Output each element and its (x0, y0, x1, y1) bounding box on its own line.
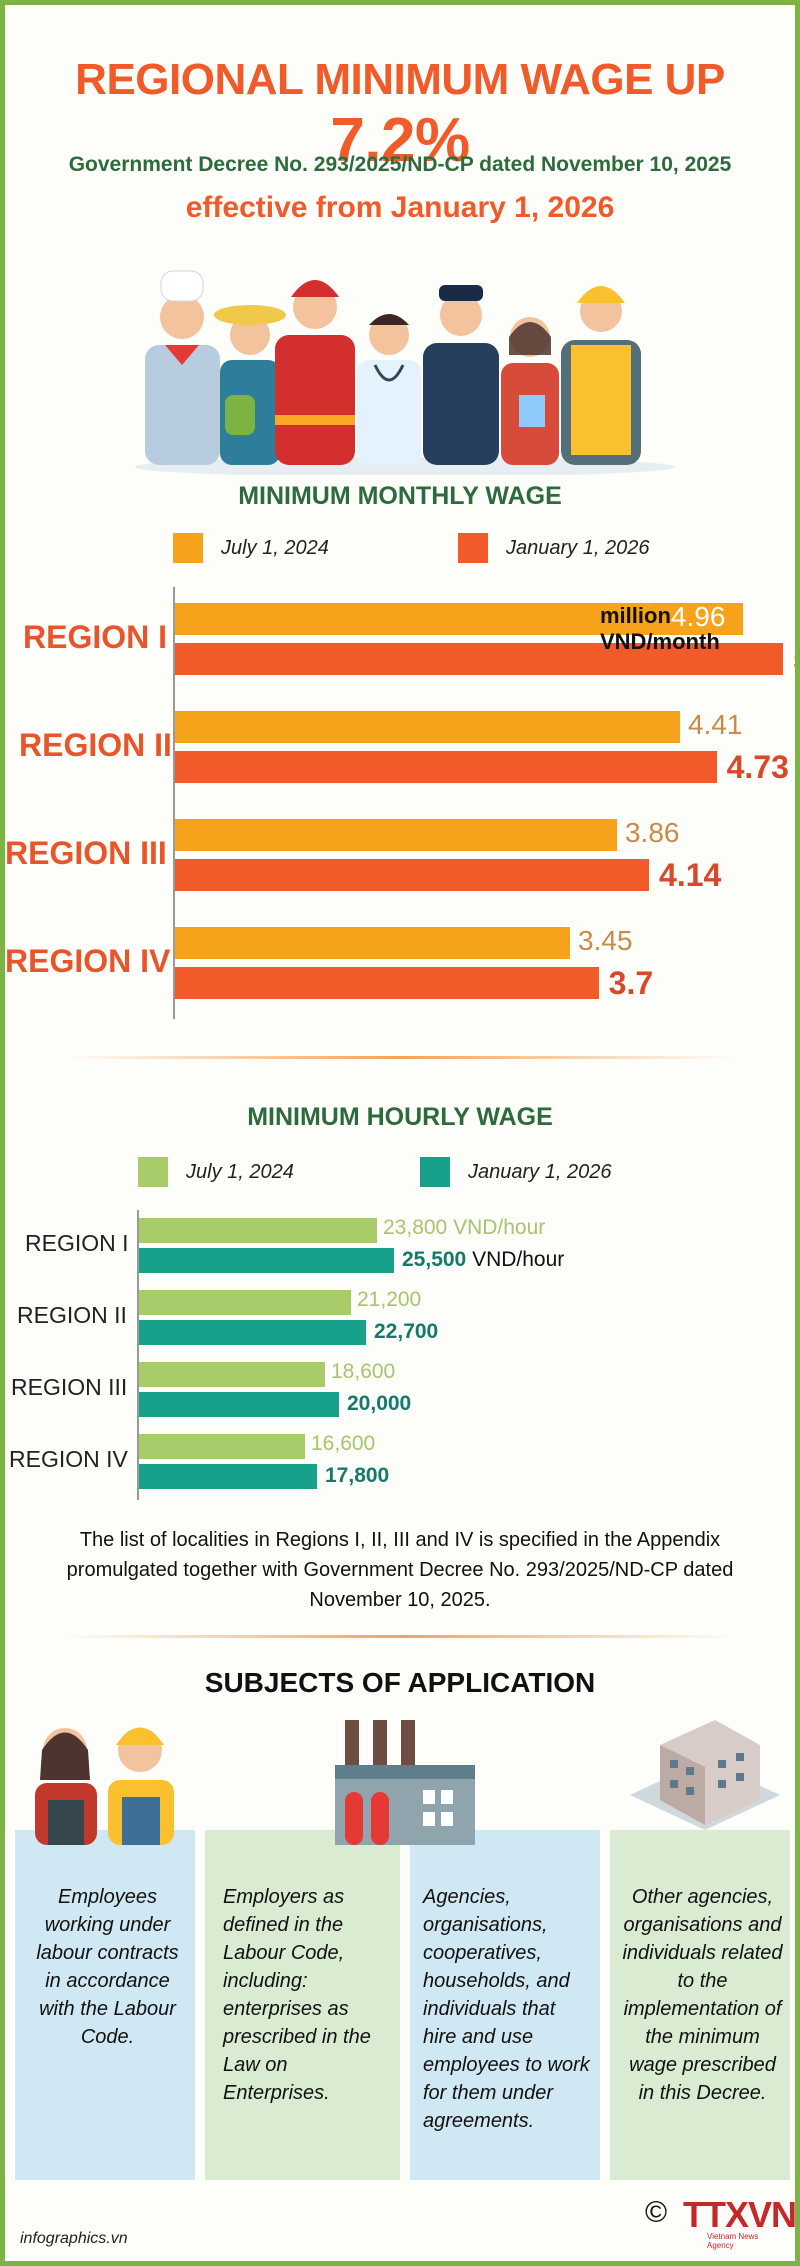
value-label-new: 20,000 (347, 1392, 412, 1415)
subject-card-1 (15, 1830, 195, 2180)
subject-text-1: Employees working under labour contracts… (36, 1886, 179, 2048)
site-credit: infographics.vn (20, 2230, 128, 2247)
monthly-legend-new: January 1, 2026 (458, 533, 649, 563)
subject-card-4 (610, 1830, 790, 2180)
subject-text-2: Employers as defined in the Labour Code,… (223, 1886, 371, 2104)
monthly-unit: million VND/month (600, 603, 720, 654)
legend-swatch-old (138, 1157, 168, 1187)
effective-date: effective from January 1, 2026 (185, 191, 615, 224)
unit-label: VND/hour (466, 1248, 565, 1271)
region-label: REGION III (5, 835, 167, 871)
bar-new (175, 643, 783, 675)
appendix-note: The list of localities in Regions I, II,… (66, 1529, 734, 1611)
region-label: REGION I (25, 1230, 129, 1256)
bar-old (139, 1290, 351, 1315)
copyright-symbol: © (645, 2196, 668, 2229)
region-label: REGION II (17, 1302, 127, 1328)
bar-old (139, 1218, 377, 1243)
legend-swatch-new (420, 1157, 450, 1187)
subjects-title: SUBJECTS OF APPLICATION (204, 1667, 596, 1698)
region-label: REGION IV (5, 943, 171, 979)
value-label-new: 17,800 (325, 1464, 390, 1487)
value-label-new: 25,500 VND/hour (402, 1248, 565, 1271)
region-label: REGION I (23, 619, 168, 655)
region-label: REGION III (11, 1374, 128, 1400)
legend-swatch-new (458, 533, 488, 563)
hourly-legend-new: January 1, 2026 (420, 1157, 611, 1187)
bar-old (175, 927, 571, 959)
value-label-old: 16,600 (311, 1432, 376, 1455)
decree-subtitle: Government Decree No. 293/2025/ND-CP dat… (68, 153, 732, 176)
unit-label: VND/hour (447, 1216, 546, 1239)
logo-text: TTXVN (683, 2194, 795, 2235)
value-label-old: 23,800 VND/hour (383, 1216, 546, 1239)
bar-old (139, 1434, 305, 1459)
section-divider (65, 1635, 735, 1638)
employees-illustration (35, 1727, 174, 1845)
doctor-figure (357, 314, 421, 465)
value-label-new: 4.73 (726, 749, 789, 785)
monthly-legend-old: July 1, 2024 (173, 533, 329, 563)
page-title: REGIONAL MINIMUM WAGE UP 7.2% (5, 55, 795, 176)
region-label: REGION IV (9, 1446, 128, 1472)
construction-worker-figure (561, 286, 641, 465)
value-label-old: 3.86 (624, 817, 680, 848)
value-label-new: 5.31 (793, 641, 795, 678)
bar-new (139, 1392, 339, 1417)
legend-label-old: July 1, 2024 (186, 1160, 294, 1183)
bar-new (175, 967, 599, 999)
legend-label-new: January 1, 2026 (468, 1160, 612, 1183)
ttxvn-logo: © TTXVN Vietnam News Agency (645, 2190, 795, 2250)
bar-new (139, 1248, 394, 1273)
bar-new (175, 859, 650, 891)
legend-label-old: July 1, 2024 (221, 536, 329, 559)
bar-old (175, 603, 743, 635)
section-divider (65, 1056, 735, 1059)
subject-card-2 (205, 1830, 400, 2180)
hourly-axis (137, 1210, 139, 1500)
value-label-old: 4.96 (670, 601, 726, 632)
logo-subtext: Vietnam News Agency (707, 2232, 759, 2250)
bar-old (175, 819, 617, 851)
bar-new (139, 1320, 366, 1345)
monthly-axis (173, 587, 175, 1019)
title-text: REGIONAL MINIMUM WAGE UP (75, 55, 725, 104)
value-label-old: 18,600 (331, 1360, 396, 1383)
legend-label-new: January 1, 2026 (506, 536, 650, 559)
bar-old (175, 711, 680, 743)
infographic: REGIONAL MINIMUM WAGE UP 7.2% Government… (5, 5, 795, 2261)
subject-text-3: Agencies, organisations, cooperatives, h… (423, 1886, 590, 2132)
hourly-wage-title: MINIMUM HOURLY WAGE (247, 1103, 553, 1131)
legend-swatch-old (173, 533, 203, 563)
office-worker-figure (501, 317, 559, 465)
bar-new (175, 751, 717, 783)
farmer-figure (214, 305, 286, 465)
subject-card-3 (410, 1830, 600, 2180)
value-label-old: 4.41 (687, 709, 743, 740)
building-illustration (630, 1720, 780, 1830)
value-label-old: 21,200 (357, 1288, 422, 1311)
factory-illustration (335, 1720, 475, 1845)
chef-figure (145, 270, 220, 465)
hourly-legend-old: July 1, 2024 (138, 1157, 294, 1187)
value-label-new: 3.7 (608, 965, 654, 1001)
police-figure (423, 285, 499, 465)
value-label-new: 4.14 (659, 857, 722, 893)
value-label-new: 22,700 (374, 1320, 439, 1343)
value-label-old: 3.45 (578, 925, 633, 956)
subject-text-4: Other agencies, organisations and indivi… (622, 1886, 783, 2104)
bar-old (139, 1362, 325, 1387)
workers-illustration (135, 270, 675, 475)
bar-new (139, 1464, 317, 1489)
firefighter-figure (275, 280, 355, 465)
monthly-wage-title: MINIMUM MONTHLY WAGE (238, 482, 562, 510)
title-percent: 7.2% (330, 106, 470, 175)
region-label: REGION II (19, 727, 172, 763)
